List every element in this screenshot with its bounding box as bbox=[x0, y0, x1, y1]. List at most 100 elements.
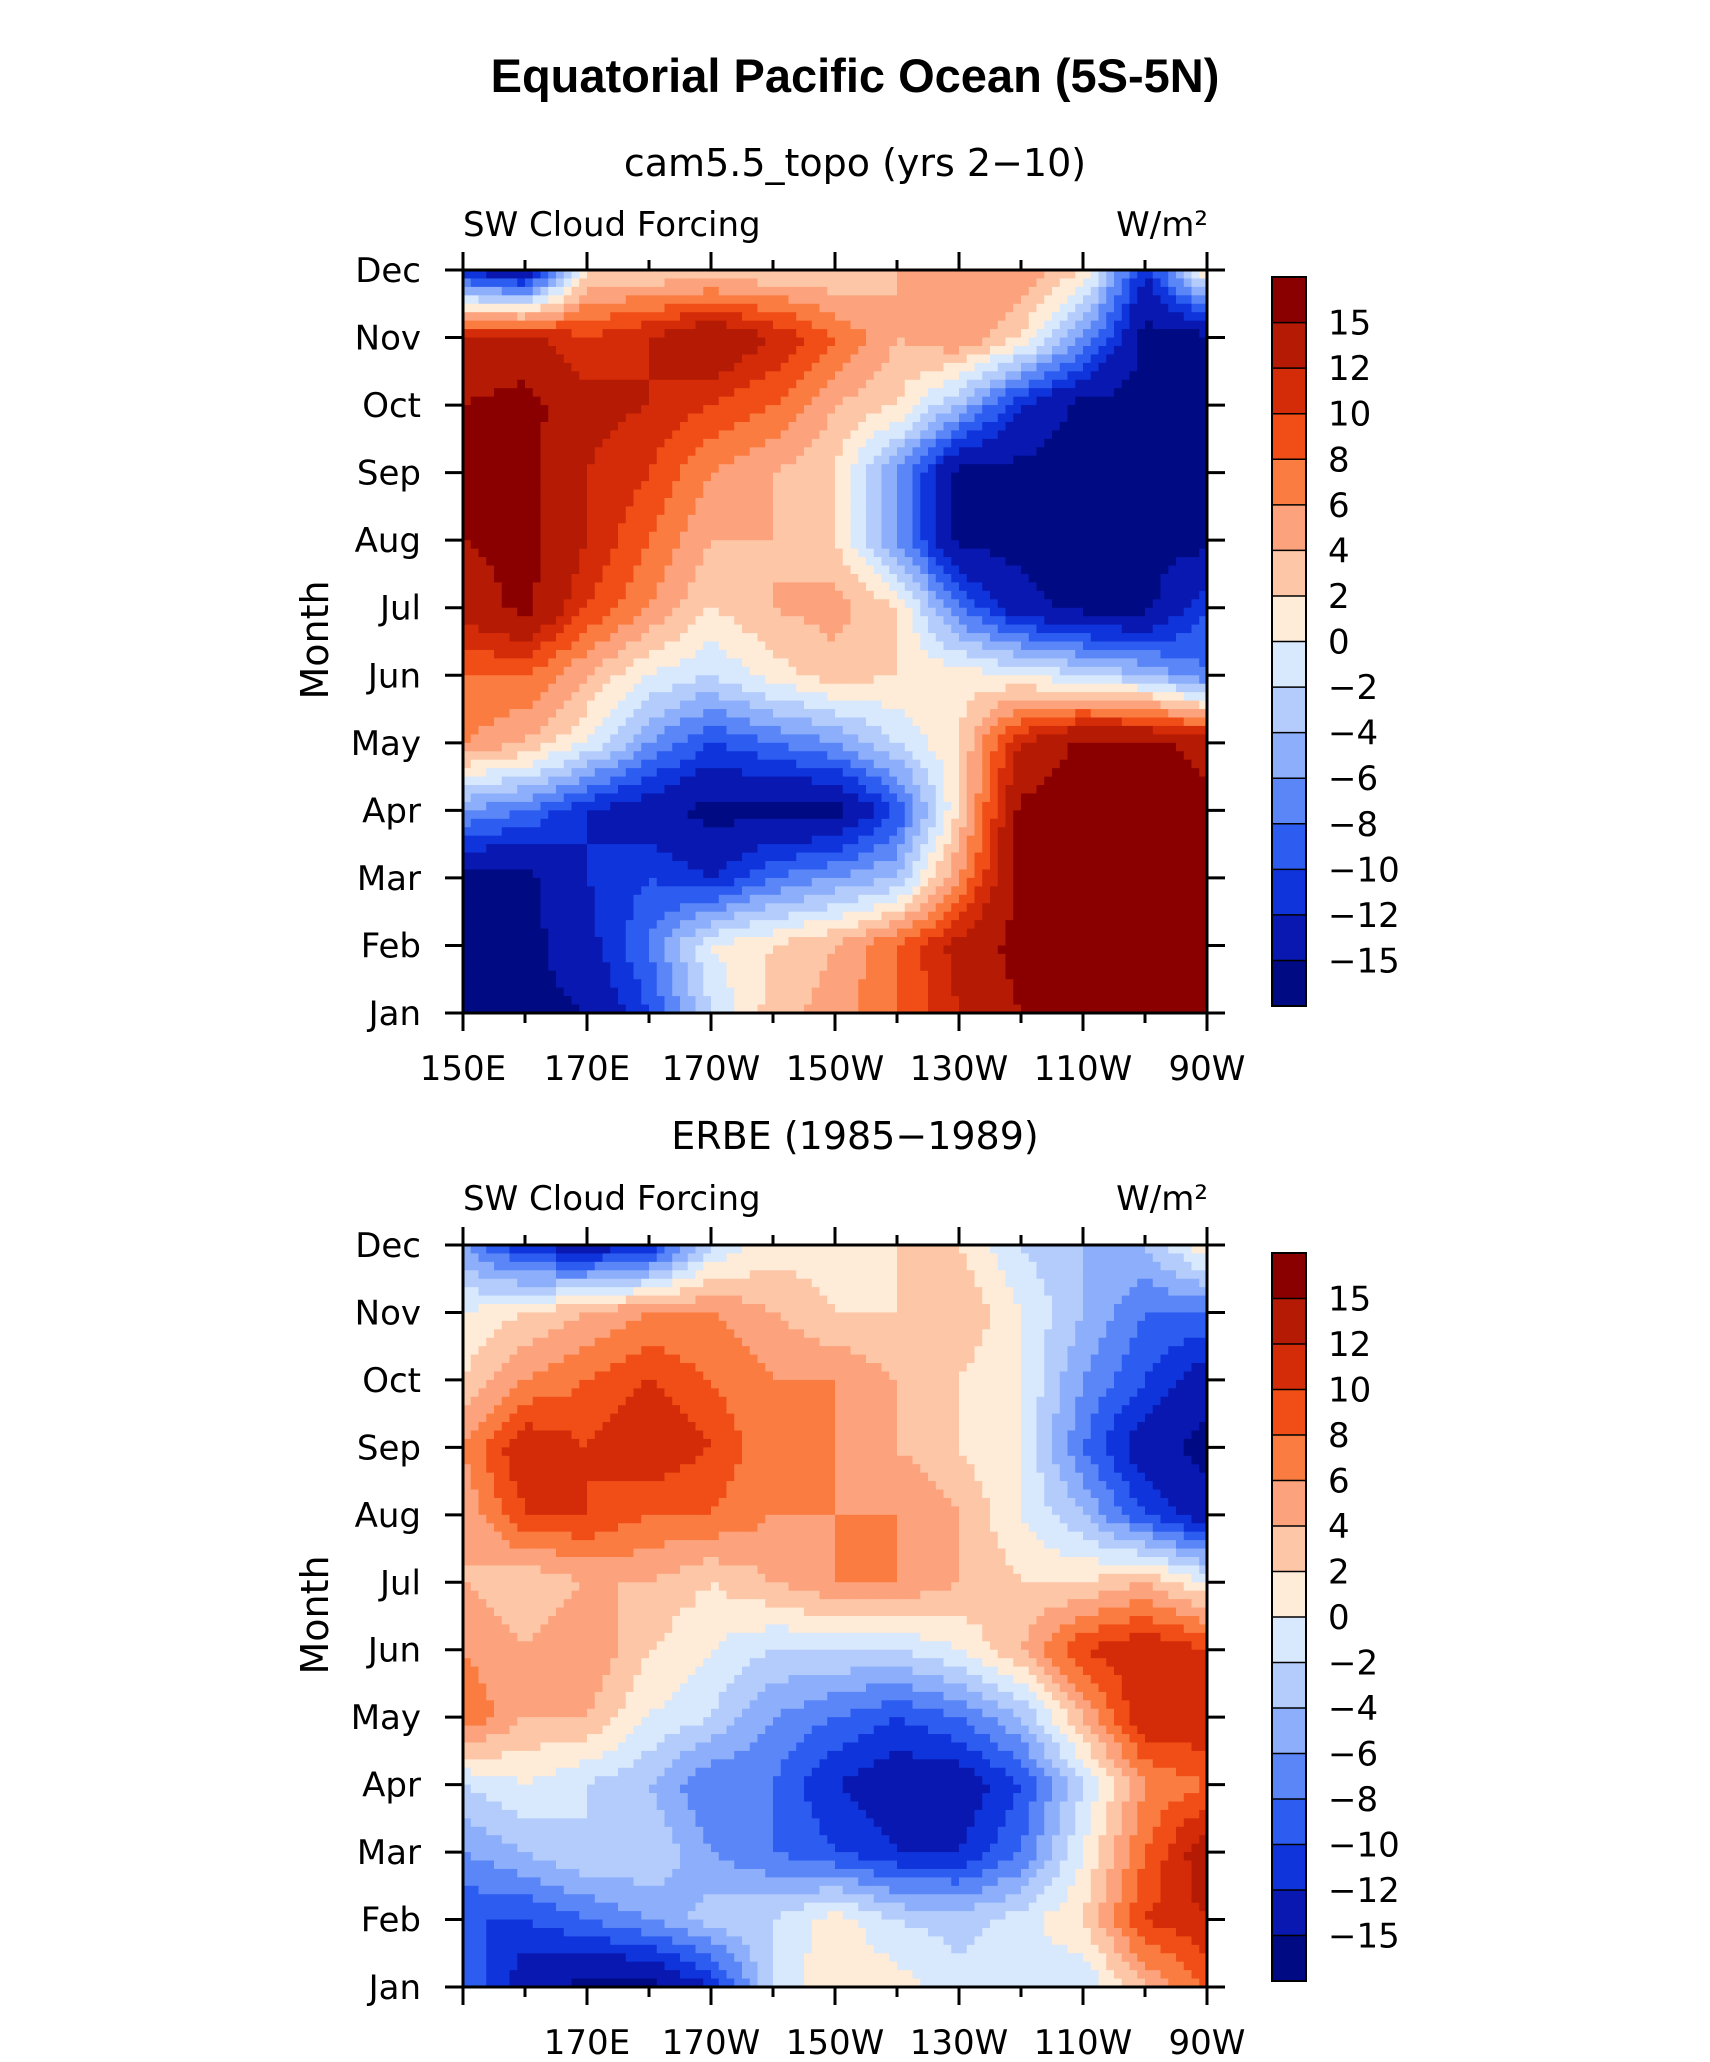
heatmap-cell bbox=[587, 430, 596, 440]
heatmap-cell bbox=[928, 362, 937, 372]
heatmap-cell bbox=[850, 421, 859, 432]
heatmap-cell bbox=[486, 573, 495, 583]
heatmap-cell bbox=[928, 683, 937, 693]
heatmap-cell bbox=[1083, 354, 1092, 364]
heatmap-cell bbox=[1005, 472, 1014, 482]
heatmap-cell bbox=[1168, 270, 1177, 280]
heatmap-cell bbox=[625, 421, 635, 432]
heatmap-cell bbox=[587, 472, 596, 482]
heatmap-cell bbox=[912, 354, 921, 364]
heatmap-cell bbox=[517, 649, 526, 659]
heatmap-cell bbox=[703, 438, 712, 448]
heatmap-cell bbox=[742, 345, 751, 356]
heatmap-cell bbox=[1145, 506, 1154, 516]
heatmap-cell bbox=[858, 438, 867, 448]
heatmap-cell bbox=[757, 548, 766, 558]
heatmap-cell bbox=[563, 481, 573, 491]
heatmap-cell bbox=[641, 565, 650, 575]
heatmap-cell bbox=[742, 405, 751, 415]
heatmap-cell bbox=[540, 565, 549, 575]
heatmap-cell bbox=[1098, 303, 1107, 313]
heatmap-cell bbox=[1075, 658, 1084, 668]
heatmap-cell bbox=[525, 514, 534, 524]
heatmap-cell bbox=[687, 354, 697, 364]
heatmap-cell bbox=[548, 497, 557, 508]
heatmap-cell bbox=[540, 337, 549, 347]
heatmap-cell bbox=[1183, 337, 1193, 347]
heatmap-cell bbox=[897, 337, 906, 347]
heatmap-cell bbox=[765, 337, 774, 347]
heatmap-cell bbox=[1067, 303, 1076, 313]
heatmap-cell bbox=[556, 464, 565, 474]
heatmap-cell bbox=[959, 270, 968, 280]
heatmap-cell bbox=[982, 278, 991, 288]
heatmap-cell bbox=[587, 405, 596, 415]
heatmap-cell bbox=[602, 270, 611, 280]
heatmap-cell bbox=[664, 337, 673, 347]
heatmap-cell bbox=[525, 531, 534, 541]
heatmap-cell bbox=[804, 371, 813, 381]
heatmap-cell bbox=[904, 345, 914, 356]
heatmap-cell bbox=[904, 599, 914, 609]
heatmap-cell bbox=[1121, 565, 1131, 575]
heatmap-cell bbox=[1129, 692, 1138, 702]
heatmap-cell bbox=[842, 438, 852, 448]
heatmap-cell bbox=[1199, 573, 1208, 583]
heatmap-cell bbox=[928, 540, 937, 550]
heatmap-cell bbox=[1083, 472, 1092, 482]
heatmap-cell bbox=[1191, 624, 1200, 634]
heatmap-cell bbox=[556, 531, 565, 541]
heatmap-cell bbox=[1052, 523, 1061, 533]
heatmap-cell bbox=[1075, 354, 1084, 364]
heatmap-cell bbox=[1005, 430, 1014, 440]
heatmap-cell bbox=[463, 447, 472, 457]
heatmap-cell bbox=[804, 447, 813, 457]
heatmap-cell bbox=[1028, 286, 1038, 296]
heatmap-cell bbox=[1114, 388, 1123, 398]
heatmap-cell bbox=[672, 354, 681, 364]
heatmap-cell bbox=[842, 472, 852, 482]
heatmap-cell bbox=[594, 573, 604, 583]
heatmap-cell bbox=[1168, 700, 1177, 710]
heatmap-cell bbox=[517, 497, 526, 508]
heatmap-cell bbox=[1083, 388, 1092, 398]
heatmap-cell bbox=[656, 447, 666, 457]
heatmap-cell bbox=[804, 438, 813, 448]
heatmap-cell bbox=[1059, 590, 1069, 600]
heatmap-cell bbox=[509, 447, 518, 457]
heatmap-cell bbox=[1005, 379, 1014, 389]
heatmap-cell bbox=[711, 345, 720, 356]
heatmap-cell bbox=[563, 455, 573, 465]
heatmap-cell bbox=[920, 506, 929, 516]
heatmap-cell bbox=[571, 590, 580, 600]
heatmap-cell bbox=[532, 557, 542, 567]
heatmap-cell bbox=[602, 286, 611, 296]
heatmap-cell bbox=[478, 354, 487, 364]
heatmap-cell bbox=[602, 388, 611, 398]
heatmap-cell bbox=[966, 413, 976, 423]
heatmap-cell bbox=[757, 489, 766, 499]
heatmap-cell bbox=[680, 692, 689, 702]
heatmap-cell bbox=[1036, 675, 1045, 685]
heatmap-cell bbox=[664, 675, 673, 685]
heatmap-cell bbox=[881, 405, 890, 415]
heatmap-cell bbox=[672, 472, 681, 482]
heatmap-cell bbox=[718, 329, 728, 339]
heatmap-cell bbox=[602, 455, 611, 465]
heatmap-cell bbox=[1137, 270, 1146, 280]
heatmap-cell bbox=[835, 303, 844, 313]
heatmap-cell bbox=[594, 590, 604, 600]
heatmap-cell bbox=[757, 497, 766, 508]
heatmap-cell bbox=[804, 286, 813, 296]
heatmap-cell bbox=[548, 413, 557, 423]
heatmap-cell bbox=[734, 489, 743, 499]
heatmap-cell bbox=[835, 371, 844, 381]
heatmap-cell bbox=[1075, 455, 1084, 465]
heatmap-cell bbox=[873, 396, 883, 406]
heatmap-cell bbox=[811, 413, 821, 423]
heatmap-cell bbox=[641, 675, 650, 685]
heatmap-cell bbox=[478, 540, 487, 550]
heatmap-cell bbox=[1176, 421, 1185, 432]
heatmap-cell bbox=[1013, 658, 1022, 668]
heatmap-cell bbox=[594, 675, 604, 685]
